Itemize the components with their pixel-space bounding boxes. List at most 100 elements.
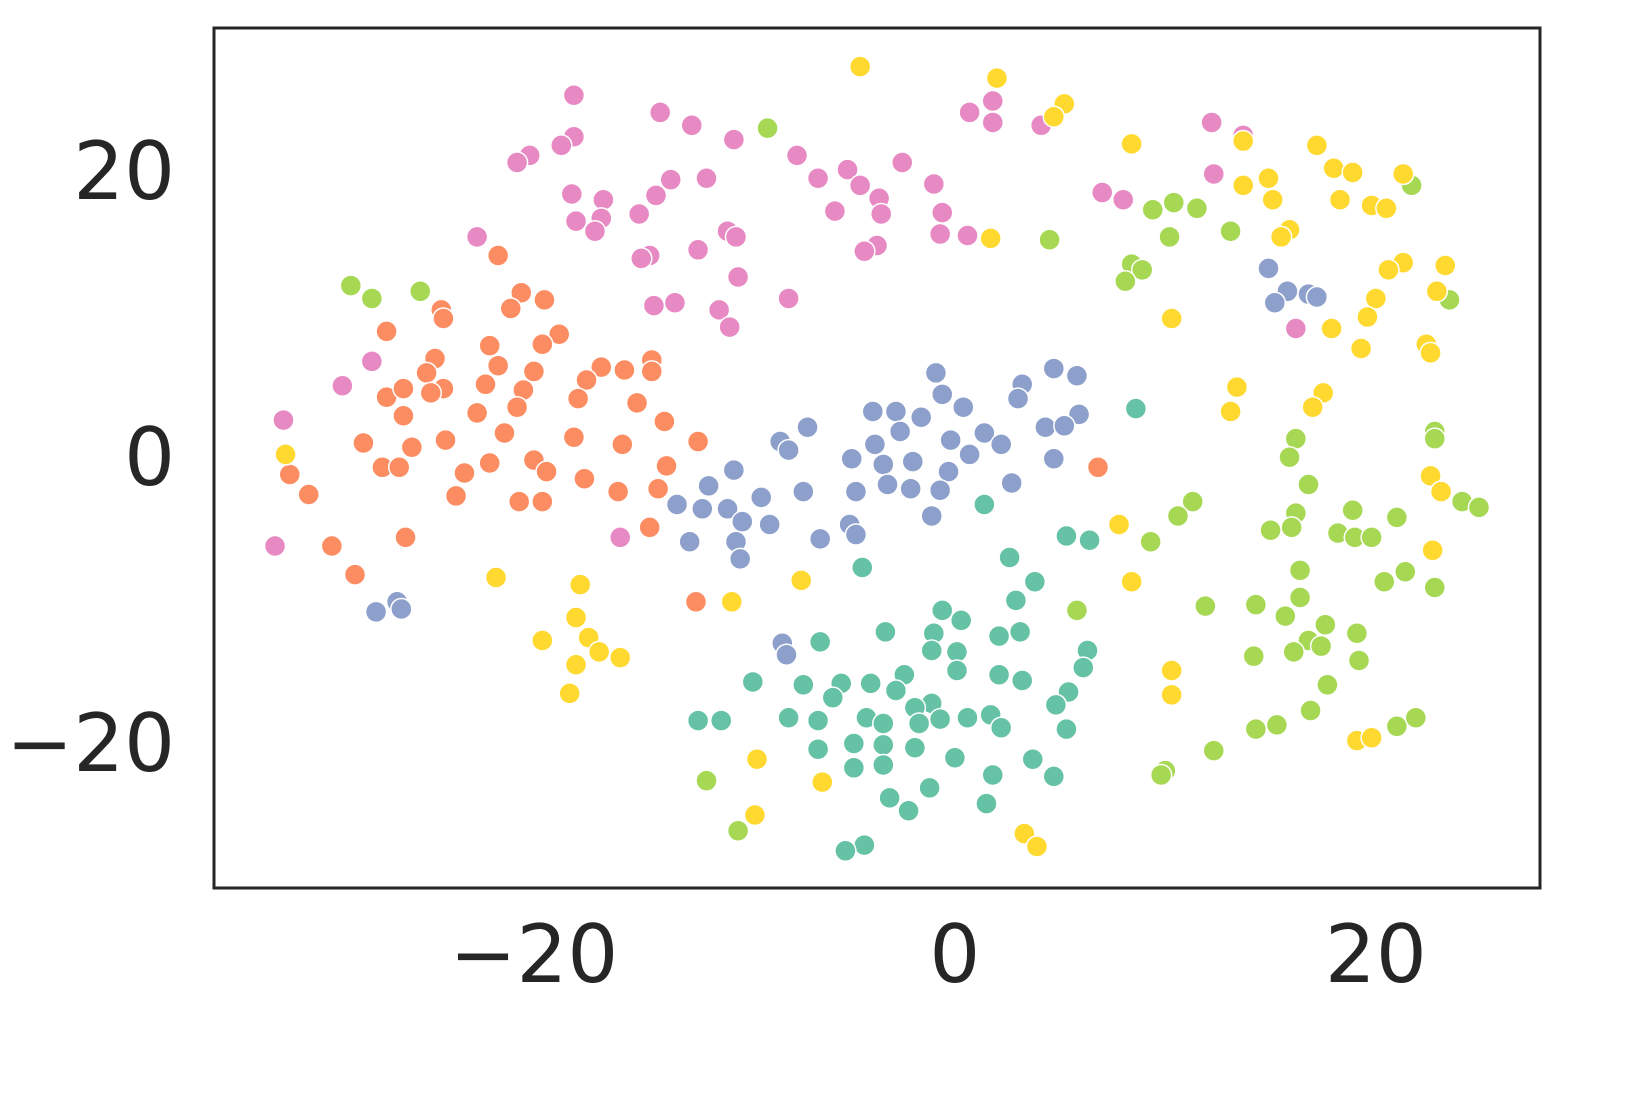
scatter-point [686,238,710,262]
scatter-point [722,128,746,151]
scatter-point [564,653,588,677]
scatter-point [630,247,653,270]
scatter-point [1244,593,1268,616]
scatter-point [1419,341,1442,365]
scatter-point [1364,287,1388,310]
scatter-point [606,480,630,503]
scatter-point [505,395,529,419]
scatter-point [853,239,876,263]
scatter-point [973,421,996,445]
scatter-point [608,646,632,669]
scatter-point [1265,713,1289,737]
scatter-point [686,709,710,732]
scatter-point [872,712,895,735]
scatter-point [590,355,613,379]
scatter-point [981,111,1005,134]
scatter-point [409,280,432,303]
scatter-point [1385,715,1409,738]
axes-frame [212,26,1542,890]
scatter-point [263,534,287,558]
scatter-point [1090,181,1114,204]
scatter-point [415,361,438,385]
scatter-point [400,436,424,459]
scatter-point [731,510,754,533]
scatter-point [390,597,413,621]
scatter-point [1107,513,1131,536]
scatter-point [1219,400,1242,423]
scatter-point [695,769,718,792]
scatter-point [924,361,948,385]
scatter-point [749,486,773,509]
scatter-point [928,478,952,502]
scatter-point [1372,570,1396,594]
scatter-point [1284,427,1308,450]
scatter-point [842,732,866,755]
scatter-point [1231,174,1255,197]
scatter-point [920,504,943,528]
scatter-point [680,114,704,137]
scatter-point [930,599,954,622]
scatter-point [434,428,457,452]
scatter-point [726,819,750,843]
scatter-point [1042,105,1066,128]
scatter-point [987,663,1011,687]
scatter-point [1044,693,1068,717]
scatter-point [1288,586,1312,609]
scatter-point [655,454,678,478]
y-tick-label: 20 [73,125,175,218]
scatter-point [918,776,941,800]
scatter-point [611,433,634,456]
scatter-point [792,480,815,503]
scatter-point [562,426,586,449]
scatter-point [387,456,411,479]
scatter-point [1299,699,1322,722]
scatter-point [1341,498,1364,522]
scatter-point [859,672,882,695]
scatter-point [1194,594,1217,618]
scatter-point [1309,634,1333,658]
scatter-point [1257,166,1280,190]
scatter-point [364,600,388,624]
scatter-point [562,84,586,107]
scatter-point [851,556,874,579]
scatter-point [627,202,651,226]
scatter-point [1425,280,1449,303]
scatter-point [608,526,632,549]
scatter-point [806,737,830,761]
scatter-point [901,450,925,473]
scatter-point [989,716,1013,739]
scatter-point [1274,604,1297,628]
scatter-point [884,400,908,423]
scatter-point [979,227,1002,250]
scatter-point [583,219,607,243]
scatter-point [945,659,969,682]
scatter-point [465,401,489,425]
scatter-point [1112,188,1135,211]
scatter-point [956,706,979,729]
scatter-point [1257,257,1280,280]
scatter-point [834,839,857,863]
scatter-point [320,534,344,558]
scatter-point [360,350,384,373]
scatter-point [861,400,885,423]
scatter-point [535,460,558,483]
scatter-point [392,377,415,400]
scatter-point [756,116,779,140]
scatter-point [568,573,592,596]
scatter-point [1034,415,1057,439]
scatter-point [665,493,689,516]
scatter-point [505,151,529,174]
scatter-point [899,477,922,501]
scatter-point [891,151,914,174]
scatter-point [444,484,468,508]
scatter-point [531,490,554,513]
scatter-point [1065,599,1089,622]
scatter-point [531,332,554,356]
scatter-point [1160,683,1183,707]
scatter-point [1086,456,1110,479]
scatter-point [484,566,508,589]
scatter-point [360,287,384,310]
scatter-point [1202,739,1226,762]
scatter-point [981,89,1005,113]
scatter-point [1314,613,1337,636]
